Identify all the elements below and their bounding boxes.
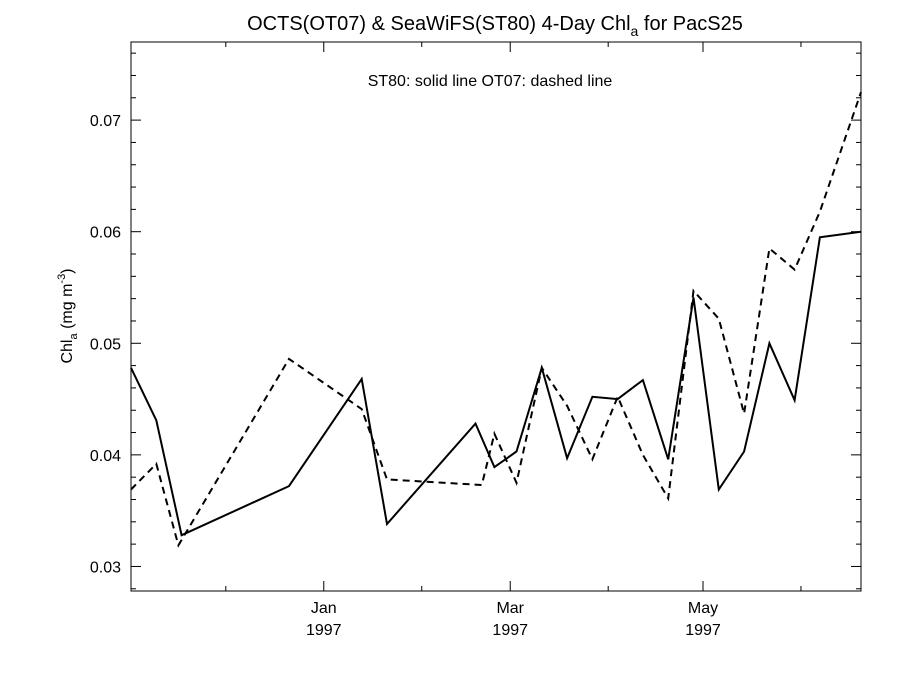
y-axis-label-close: ) <box>59 268 76 273</box>
ticks: 0.03 0.04 0.05 0.06 0.07 Jan 1997 Mar 1997 May 199… <box>90 42 861 639</box>
x-tick-month-label: Mar <box>496 600 524 617</box>
chart-title-subscript: a <box>631 23 639 39</box>
y-tick-label: 0.05 <box>90 336 121 353</box>
y-tick-label: 0.07 <box>90 113 121 130</box>
y-tick-label: 0.03 <box>90 559 121 576</box>
y-axis-label-base: Chl <box>59 340 76 364</box>
x-tick-year-label: 1997 <box>492 622 528 639</box>
y-axis-label-units: (mg m <box>59 284 76 334</box>
y-axis-label: Chla (mg m-3) <box>56 268 80 363</box>
x-tick-year-label: 1997 <box>685 622 721 639</box>
x-tick-month-label: Jan <box>311 600 337 617</box>
x-tick-month-label: May <box>688 600 718 617</box>
series-line-st80 <box>130 230 862 537</box>
axes <box>130 41 862 592</box>
y-axis-label-superscript: -3 <box>56 274 68 284</box>
chart-title: OCTS(OT07) & SeaWiFS(ST80) 4-Day Chla fo… <box>247 13 743 39</box>
legend-annotation: ST80: solid line OT07: dashed line <box>368 73 613 90</box>
plot-frame <box>130 41 862 592</box>
chart-title-main: OCTS(OT07) & SeaWiFS(ST80) 4-Day Chl <box>247 13 630 35</box>
chart-title-suffix: for PacS25 <box>638 13 743 35</box>
x-tick-year-label: 1997 <box>306 622 342 639</box>
series-layer <box>130 91 862 548</box>
y-axis-label-subscript: a <box>68 333 80 340</box>
series-line-ot07 <box>130 91 862 548</box>
y-tick-label: 0.04 <box>90 448 121 465</box>
y-tick-label: 0.06 <box>90 225 121 242</box>
